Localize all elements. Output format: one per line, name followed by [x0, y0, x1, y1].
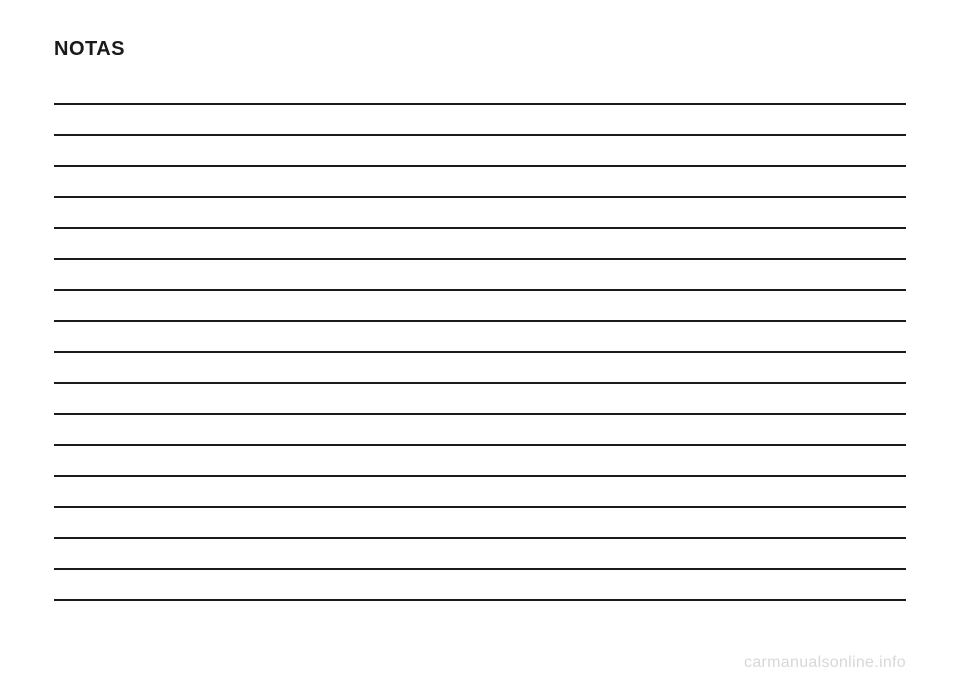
note-line — [54, 103, 906, 105]
page-title: NOTAS — [54, 38, 906, 61]
note-line — [54, 506, 906, 508]
note-line — [54, 568, 906, 570]
note-line — [54, 320, 906, 322]
note-line — [54, 196, 906, 198]
watermark-text: carmanualsonline.info — [744, 654, 906, 672]
note-line — [54, 258, 906, 260]
note-line — [54, 444, 906, 446]
note-line — [54, 134, 906, 136]
note-line — [54, 537, 906, 539]
lines-container — [54, 103, 906, 601]
note-line — [54, 289, 906, 291]
note-line — [54, 599, 906, 601]
note-line — [54, 475, 906, 477]
notes-page: NOTAS carmanualsonline.info — [0, 0, 960, 686]
note-line — [54, 351, 906, 353]
note-line — [54, 227, 906, 229]
note-line — [54, 165, 906, 167]
note-line — [54, 382, 906, 384]
note-line — [54, 413, 906, 415]
